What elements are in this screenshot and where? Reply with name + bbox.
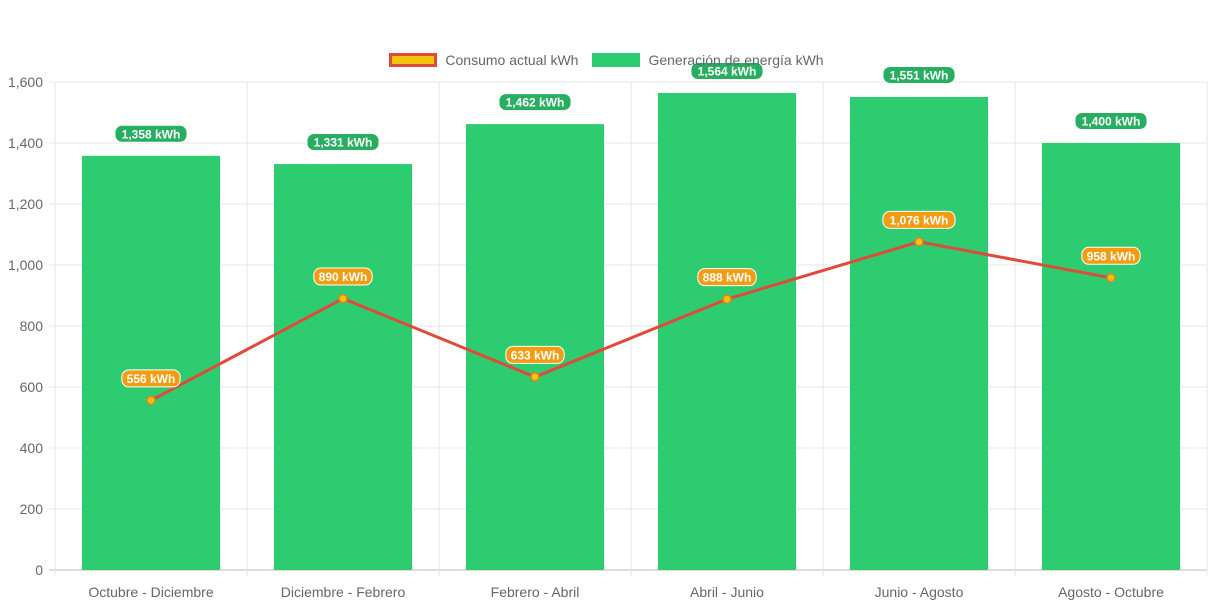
legend: Consumo actual kWh Generación de energía…: [0, 52, 1213, 68]
x-tick-label: Abril - Junio: [690, 584, 764, 600]
legend-label-generacion: Generación de energía kWh: [648, 52, 824, 68]
line-data-label-bg: [882, 210, 956, 229]
bar: [274, 164, 412, 571]
line-point: [914, 237, 924, 247]
y-tick-label: 600: [20, 379, 44, 395]
x-tick-label: Diciembre - Febrero: [281, 584, 406, 600]
line-data-label-bg: [697, 268, 757, 287]
bar-data-label: 1,358 kWh: [122, 127, 181, 141]
bar: [850, 96, 988, 570]
y-tick-label: 200: [20, 501, 44, 517]
line-series: [150, 240, 1112, 402]
line-data-label-bg: [313, 267, 373, 286]
line-data-label: 888 kWh: [703, 271, 752, 285]
line-point: [1106, 273, 1116, 283]
y-tick-label: 1,000: [8, 257, 43, 273]
bar-data-label-bg: [1074, 112, 1148, 130]
bar: [658, 92, 796, 570]
line-point: [146, 395, 156, 406]
legend-swatch-generacion: [592, 53, 641, 67]
y-tick-label: 800: [20, 318, 44, 334]
bar-data-label-bg: [498, 93, 572, 112]
line-data-label-bg: [121, 369, 181, 388]
bar: [82, 155, 220, 570]
bar-data-label: 1,400 kWh: [1082, 115, 1141, 129]
x-tick-label: Junio - Agosto: [875, 584, 964, 600]
line-point: [530, 372, 540, 382]
y-tick-label: 1,400: [8, 135, 43, 151]
y-tick-label: 1,200: [8, 196, 43, 212]
bar-data-label-bg: [882, 65, 956, 84]
bar: [1042, 143, 1180, 570]
line-data-label: 890 kWh: [319, 270, 368, 284]
legend-item-consumo[interactable]: Consumo actual kWh: [389, 52, 578, 68]
bar-data-label: 1,564 kWh: [698, 64, 757, 78]
x-tick-label: Agosto - Octubre: [1058, 584, 1164, 600]
line-data-label: 958 kWh: [1087, 249, 1136, 263]
bar-data-label-bg: [690, 61, 764, 80]
y-tick-label: 0: [35, 562, 43, 578]
line-data-label: 633 kWh: [511, 348, 560, 362]
bar-data-label-bg: [306, 133, 380, 152]
line-data-label: 1,076 kWh: [890, 213, 949, 227]
bar-data-label-bg: [114, 124, 188, 143]
legend-label-consumo: Consumo actual kWh: [445, 52, 579, 68]
line-point: [722, 294, 732, 304]
line-data-label: 556 kWh: [127, 372, 176, 386]
y-tick-label: 400: [20, 440, 44, 456]
x-tick-label: Octubre - Diciembre: [88, 584, 213, 600]
line-data-label-bg: [1081, 246, 1141, 265]
legend-item-generacion[interactable]: Generación de energía kWh: [592, 52, 824, 68]
y-tick-label: 1,600: [8, 74, 43, 90]
line-data-label-bg: [505, 345, 565, 364]
x-tick-label: Febrero - Abril: [491, 584, 580, 600]
line-point: [338, 293, 348, 304]
bar-data-label: 1,551 kWh: [890, 68, 949, 82]
bar-data-label: 1,462 kWh: [506, 96, 565, 110]
bar-data-label: 1,331 kWh: [314, 136, 373, 150]
legend-swatch-consumo: [389, 53, 438, 67]
